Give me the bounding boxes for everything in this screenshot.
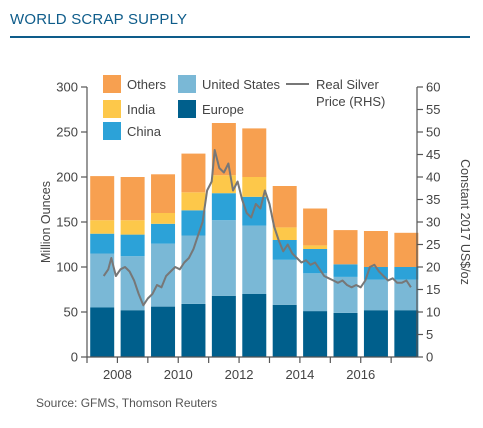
bar-segment (363, 310, 388, 357)
y2-tick-label: 10 (426, 305, 440, 320)
legend-label: Others (127, 77, 167, 92)
bar-segment (181, 153, 206, 193)
legend-swatch (178, 100, 196, 118)
bar-group (90, 123, 419, 357)
bar-segment (242, 225, 267, 294)
price-line (102, 149, 412, 307)
bar-segment (120, 177, 145, 221)
y2-tick-label: 55 (426, 102, 440, 117)
bar-segment (211, 123, 236, 176)
bar-segment (90, 176, 115, 221)
bar-segment (211, 193, 236, 221)
x-tick-label: 2016 (346, 367, 375, 382)
bar-segment (333, 230, 358, 265)
bar-segment (151, 213, 176, 224)
legend-label: Real Silver (316, 77, 380, 92)
bar-segment (211, 220, 236, 296)
bar-segment (181, 303, 206, 357)
y2-tick-label: 15 (426, 282, 440, 297)
bar-segment (90, 233, 115, 254)
bar-segment (242, 128, 267, 177)
legend-label: Europe (202, 102, 244, 117)
bar-segment (242, 177, 267, 197)
y2-tick-label: 0 (426, 350, 433, 365)
y2-tick-label: 5 (426, 327, 433, 342)
legend-swatch (103, 75, 121, 93)
x-tick-label: 2014 (285, 367, 314, 382)
y-axis-title: Million Ounces (39, 181, 53, 263)
y2-tick-label: 30 (426, 215, 440, 230)
bar-segment (242, 294, 267, 357)
bar-segment (303, 208, 328, 246)
y-tick-label: 250 (56, 125, 78, 140)
bar-segment (333, 264, 358, 277)
legend-label: Price (RHS) (316, 94, 385, 109)
bar-segment (120, 234, 145, 257)
y2-tick-label: 35 (426, 192, 440, 207)
y-tick-label: 300 (56, 80, 78, 95)
x-tick-label: 2008 (103, 367, 132, 382)
bar-segment (211, 295, 236, 357)
bar-segment (394, 267, 419, 280)
bar-segment (303, 311, 328, 357)
bar-segment (303, 245, 328, 249)
legend-label: India (127, 102, 156, 117)
y2-tick-label: 60 (426, 80, 440, 95)
bar-segment (211, 175, 236, 194)
bar-segment (272, 304, 297, 357)
bar-segment (272, 227, 297, 240)
bar-segment (394, 232, 419, 267)
bar-segment (151, 223, 176, 244)
title-rule (10, 36, 470, 38)
bar-segment (333, 312, 358, 357)
bar-segment (90, 307, 115, 357)
y2-tick-label: 40 (426, 170, 440, 185)
bar-segment (151, 306, 176, 357)
y-tick-label: 200 (56, 170, 78, 185)
legend-swatch (178, 75, 196, 93)
bar-segment (363, 231, 388, 267)
bar-segment (303, 273, 328, 312)
y2-tick-label: 25 (426, 237, 440, 252)
y2-tick-label: 45 (426, 147, 440, 162)
bar-segment (272, 259, 297, 305)
legend-label: United States (202, 77, 281, 92)
bar-segment (181, 192, 206, 211)
y2-tick-label: 20 (426, 260, 440, 275)
y-tick-label: 0 (71, 350, 78, 365)
legend-swatch (103, 100, 121, 118)
source-note: Source: GFMS, Thomson Reuters (36, 396, 218, 410)
legend-label: China (127, 124, 162, 139)
bar-segment (394, 310, 419, 357)
bar-segment (90, 220, 115, 234)
bar-segment (120, 220, 145, 235)
y-tick-label: 100 (56, 260, 78, 275)
bar-segment (272, 186, 297, 228)
y2-axis-title: Constant 2017 US$/oz (458, 159, 472, 285)
y-tick-label: 150 (56, 215, 78, 230)
y2-tick-label: 50 (426, 125, 440, 140)
bar-segment (181, 235, 206, 304)
x-tick-label: 2010 (164, 367, 193, 382)
bar-segment (151, 243, 176, 307)
legend-swatch (103, 122, 121, 140)
page-title: WORLD SCRAP SUPPLY (10, 11, 188, 28)
y-tick-label: 50 (64, 305, 78, 320)
bar-segment (363, 267, 388, 280)
bar-segment (120, 310, 145, 357)
x-tick-label: 2012 (225, 367, 254, 382)
bar-segment (363, 279, 388, 311)
bar-segment (151, 174, 176, 213)
bar-segment (394, 279, 419, 311)
